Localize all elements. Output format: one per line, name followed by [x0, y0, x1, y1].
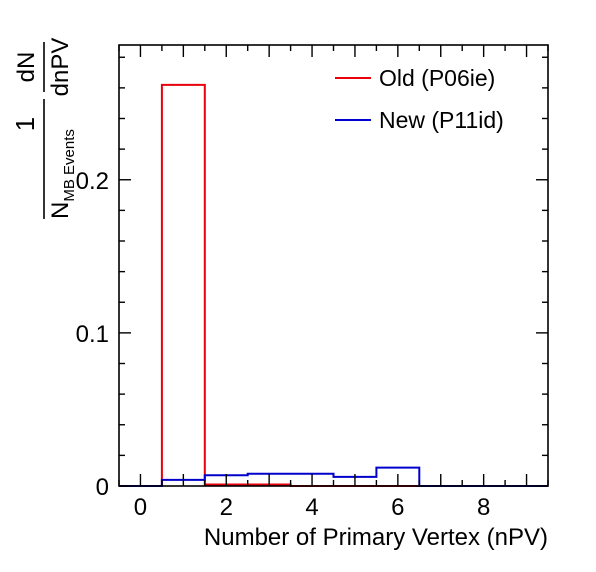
y-tick-label: 0 [96, 474, 109, 501]
y-title-frac-denominator: NMB Events [47, 129, 78, 219]
legend-label-new: New (P11id) [379, 107, 504, 133]
x-tick-label: 6 [391, 494, 404, 521]
labels-layer: 0 2 4 6 8 0 0.1 0.2 [76, 168, 491, 521]
plot-frame [118, 44, 549, 487]
y-tick-label: 0.1 [76, 321, 109, 348]
legend: Old (P06ie) New (P11id) [335, 65, 504, 133]
y-tick-label: 0.2 [76, 168, 109, 195]
y-title-frac-numerator: 1 [10, 117, 40, 131]
x-axis-title: Number of Primary Vertex (nPV) [204, 524, 548, 551]
x-tick-label: 0 [134, 494, 147, 521]
y-title-deriv-denominator: dnPV [47, 38, 74, 97]
y-axis-title: 1 NMB Events dN dnPV [10, 38, 78, 219]
y-title-frac-denominator-main: N [47, 202, 74, 219]
x-tick-label: 4 [305, 494, 318, 521]
x-tick-label: 8 [477, 494, 490, 521]
x-tick-label: 2 [220, 494, 233, 521]
legend-label-old: Old (P06ie) [379, 65, 495, 91]
y-title-frac-denominator-sub: MB Events [61, 129, 78, 202]
y-title-deriv-numerator: dN [13, 52, 40, 83]
